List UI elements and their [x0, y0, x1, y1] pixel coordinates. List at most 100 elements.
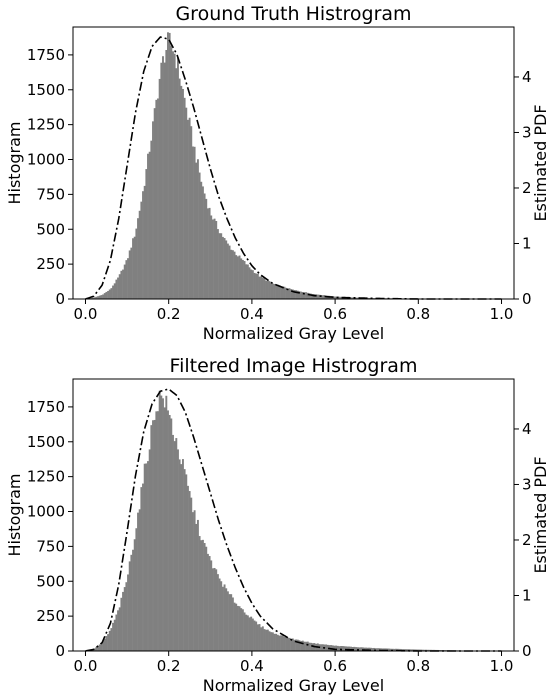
histogram-bar: [260, 627, 262, 651]
ground-truth-panel: 0.0 0.2 0.4 0.6 0.8 1.0 0 250 500 750 1000 1250 1500…: [5, 3, 550, 343]
histogram-bar: [254, 273, 256, 299]
histogram-bar: [214, 219, 216, 299]
histogram-bar: [249, 617, 251, 651]
histogram-bar: [115, 280, 117, 299]
histogram-bar: [135, 528, 137, 651]
y-tick-label: 1500: [27, 433, 65, 451]
histogram-bar: [174, 441, 176, 651]
histogram-bar: [152, 420, 154, 651]
histogram-bar: [185, 474, 187, 651]
histogram-bar: [270, 632, 272, 651]
histogram-bar: [104, 639, 106, 651]
histogram-bar: [137, 218, 139, 299]
histogram-bar: [262, 278, 264, 299]
x-axis-label: Normalized Gray Level: [203, 324, 384, 343]
histogram-bar: [130, 248, 132, 299]
histogram-bar: [217, 229, 219, 299]
histogram-bar: [125, 260, 127, 299]
histogram-bar: [262, 626, 264, 651]
histogram-bar: [99, 296, 101, 299]
histogram-bar: [160, 396, 162, 651]
histogram-bar: [230, 594, 232, 651]
histogram-bar: [154, 420, 156, 651]
histogram-bar: [200, 540, 202, 651]
histogram-bar: [284, 287, 286, 299]
histogram-bar: [132, 238, 134, 299]
y2-tick-label: 4: [522, 68, 532, 86]
histogram-bar: [227, 244, 229, 299]
histogram-bar: [204, 193, 206, 299]
histogram-bar: [162, 56, 164, 299]
histogram-bar: [172, 51, 174, 299]
y2-axis-label: Estimated PDF: [531, 104, 550, 221]
histogram-bar: [197, 159, 199, 299]
histogram-bar: [142, 191, 144, 299]
x-tick-label: 0.2: [157, 305, 181, 323]
histogram-bar: [307, 642, 309, 651]
histogram-bar: [207, 554, 209, 651]
histogram-bar: [355, 647, 357, 651]
y-tick-label: 1000: [27, 151, 65, 169]
histogram-bar: [275, 285, 277, 299]
histogram-bar: [277, 285, 279, 299]
histogram-bar: [167, 410, 169, 651]
histogram-bar: [279, 636, 281, 651]
histogram-bar: [210, 560, 212, 651]
histogram-bar: [112, 286, 114, 299]
histogram-bar: [209, 556, 211, 651]
histogram-bar: [239, 256, 241, 299]
histogram-bar: [242, 609, 244, 651]
histogram-bar: [289, 288, 291, 299]
histogram-bar: [255, 274, 257, 299]
histogram-bar: [259, 277, 261, 299]
histogram-bar: [120, 271, 122, 299]
histogram-bar: [235, 255, 237, 299]
histogram-bar: [212, 568, 214, 651]
histogram-bar: [320, 644, 322, 651]
histogram-bar: [124, 265, 126, 299]
histogram-bar: [224, 238, 226, 299]
histogram-bar: [165, 50, 167, 299]
histogram-bar: [164, 407, 166, 651]
y-tick-label: 750: [36, 185, 65, 203]
histogram-bar: [132, 550, 134, 651]
histogram-bar: [157, 98, 159, 299]
histogram-bar: [210, 215, 212, 299]
histogram-bar: [107, 634, 109, 651]
histogram-bar: [284, 637, 286, 651]
histogram-bar: [162, 398, 164, 651]
histogram-bar: [117, 278, 119, 299]
y-tick-label: 500: [36, 220, 65, 238]
x-tick-label: 1.0: [490, 657, 514, 675]
histogram-bar: [222, 587, 224, 651]
histogram-bar: [267, 630, 269, 651]
y-tick-label: 1250: [27, 468, 65, 486]
y-tick-label: 0: [55, 642, 65, 660]
histogram-bar: [109, 290, 111, 300]
histogram-bar: [205, 199, 207, 299]
x-tick-label: 0.6: [323, 657, 347, 675]
histogram-bar: [145, 169, 147, 299]
y-axis-label: Histogram: [5, 122, 24, 205]
histogram-bar: [205, 547, 207, 651]
histogram-bar: [269, 281, 271, 299]
histogram-bar: [274, 284, 276, 299]
histogram-bar: [245, 264, 247, 299]
histogram-bar: [244, 261, 246, 299]
histogram-bar: [192, 146, 194, 299]
histogram-bar: [337, 646, 339, 651]
histogram-bar: [184, 98, 186, 299]
histogram-bar: [225, 240, 227, 299]
histogram-bar: [250, 270, 252, 300]
y-tick-label: 1750: [27, 398, 65, 416]
histogram-bar: [175, 438, 177, 651]
histogram-bar: [308, 643, 310, 651]
histogram-bar: [152, 121, 154, 299]
histogram-bar: [209, 208, 211, 299]
histogram-bar: [220, 581, 222, 651]
histogram-bar: [127, 574, 129, 651]
histogram-bar: [184, 469, 186, 651]
histogram-bar: [335, 646, 337, 651]
y2-axis-label: Estimated PDF: [531, 456, 550, 573]
